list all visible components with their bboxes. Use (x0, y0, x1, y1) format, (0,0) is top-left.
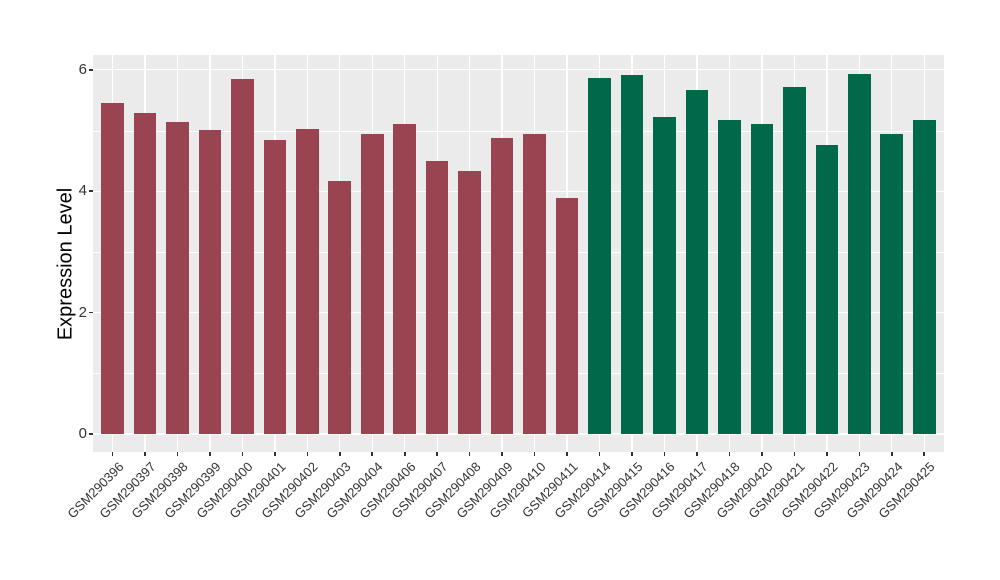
bar-GSM290422 (815, 145, 839, 434)
x-axis-tick (241, 452, 244, 456)
x-axis-tick (176, 452, 179, 456)
x-axis-tick (533, 452, 536, 456)
y-tick-label: 4 (78, 182, 87, 200)
bar-GSM290423 (848, 74, 871, 434)
x-axis-tick (436, 452, 438, 456)
x-axis-tick (890, 452, 893, 456)
h-gridline-minor (93, 130, 944, 132)
x-axis-tick (728, 452, 731, 456)
bar-GSM290399 (198, 129, 222, 434)
bar-GSM290424 (880, 134, 904, 434)
bar-GSM290420 (750, 123, 774, 434)
x-axis-tick (598, 452, 601, 456)
bar-GSM290408 (458, 170, 481, 434)
x-axis-tick (209, 452, 211, 456)
bar-GSM290421 (783, 86, 806, 434)
h-gridline-major (93, 190, 944, 192)
bar-GSM290397 (133, 112, 157, 434)
bar-GSM290410 (523, 134, 546, 434)
h-gridline-minor (93, 373, 944, 375)
h-gridline-major (93, 433, 944, 435)
x-axis-tick (696, 452, 698, 456)
bar-GSM290403 (328, 180, 352, 434)
y-axis-tick (89, 311, 93, 314)
bar-GSM290414 (588, 78, 611, 434)
y-tick-label: 2 (78, 303, 87, 321)
x-axis-tick (631, 452, 633, 456)
bar-GSM290417 (685, 89, 709, 434)
x-axis-tick (566, 452, 568, 456)
bar-GSM290404 (360, 134, 384, 434)
plot-panel (93, 55, 944, 452)
bar-GSM290411 (555, 198, 579, 434)
x-axis-tick (826, 452, 828, 456)
x-axis-tick (338, 452, 341, 456)
x-axis-tick (468, 452, 471, 456)
x-axis-tick (761, 452, 763, 456)
bar-GSM290398 (166, 122, 189, 434)
bar-GSM290406 (393, 123, 417, 434)
y-axis-tick (89, 433, 93, 435)
bar-GSM290401 (263, 140, 287, 434)
h-gridline-major (93, 69, 944, 71)
x-axis-tick (111, 452, 114, 456)
x-axis-tick (274, 452, 276, 456)
h-gridline-major (93, 311, 944, 314)
bar-GSM290418 (718, 120, 741, 434)
y-tick-label: 0 (78, 425, 87, 442)
x-axis-tick (501, 452, 503, 456)
x-axis-tick (306, 452, 309, 456)
bar-GSM290402 (296, 128, 319, 434)
bar-GSM290396 (101, 102, 124, 434)
x-axis-tick (858, 452, 861, 456)
bar-GSM290415 (620, 74, 644, 434)
y-tick-label: 6 (78, 60, 87, 78)
bar-GSM290407 (425, 161, 449, 434)
bar-GSM290400 (231, 78, 254, 434)
x-axis-tick (923, 452, 926, 456)
bar-GSM290425 (912, 120, 936, 434)
h-gridline-minor (93, 251, 944, 253)
x-axis-tick (793, 452, 796, 456)
x-axis-tick (663, 452, 666, 456)
y-axis-tick (89, 69, 93, 71)
x-axis-tick (144, 452, 146, 456)
x-axis-tick (371, 452, 374, 456)
bar-GSM290409 (490, 138, 514, 434)
bar-GSM290416 (653, 117, 676, 434)
y-axis-tick (89, 190, 93, 192)
x-axis-tick (403, 452, 406, 456)
